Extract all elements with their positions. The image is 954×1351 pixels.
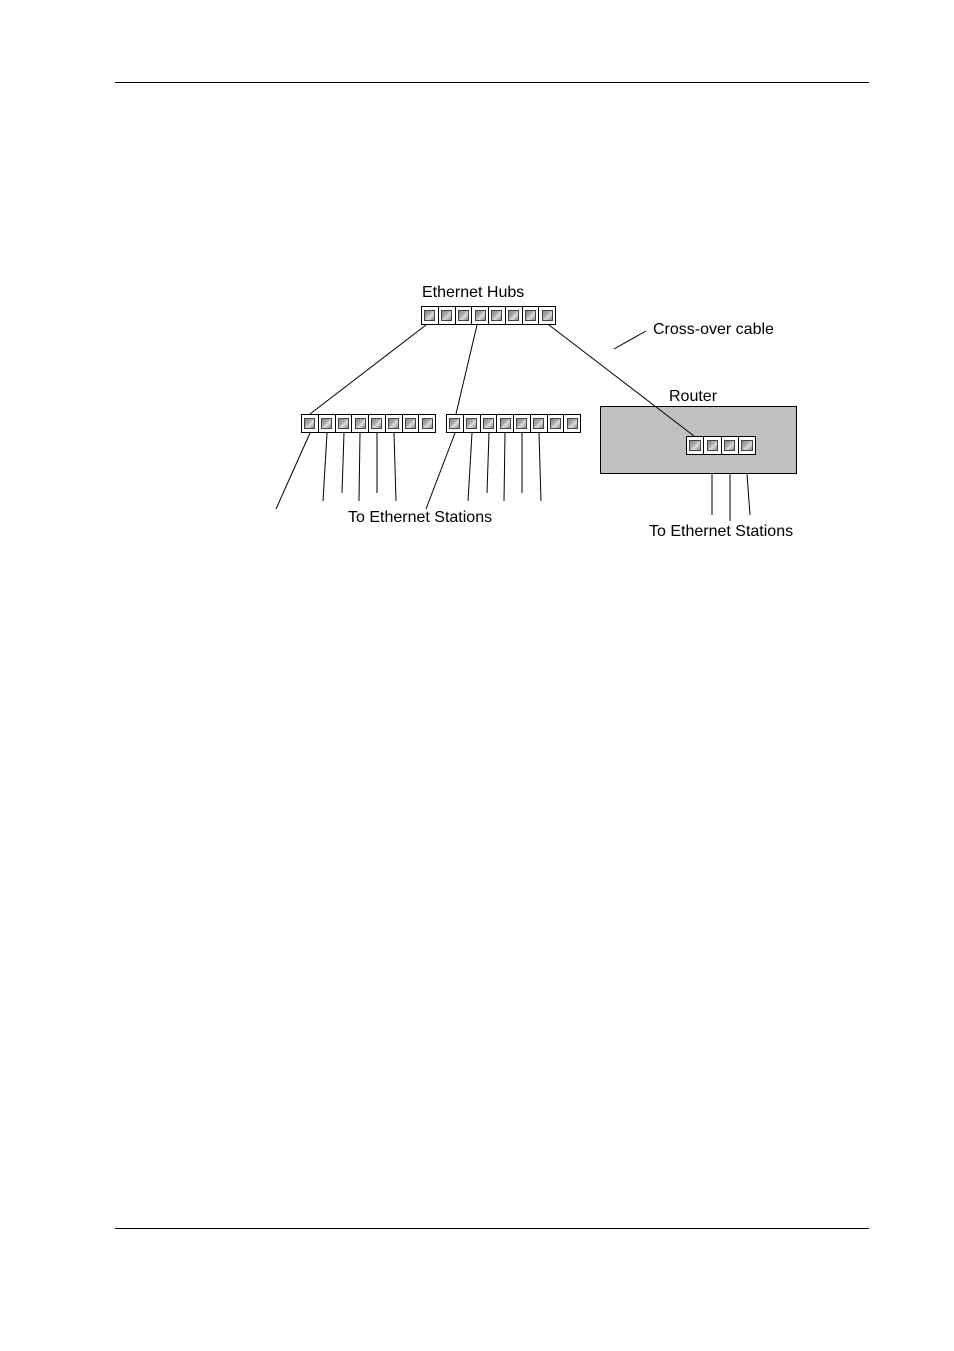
rj45-icon — [525, 310, 536, 322]
ethernet-port — [687, 437, 704, 454]
crossover-cable-label: Cross-over cable — [653, 321, 774, 339]
left-hub — [301, 414, 436, 433]
ethernet-port — [302, 415, 319, 432]
ethernet-port — [514, 415, 531, 432]
ethernet-port — [336, 415, 353, 432]
rj45-icon — [491, 310, 502, 322]
rj45-icon — [689, 440, 700, 452]
rj45-icon — [321, 418, 332, 430]
ethernet-port — [548, 415, 565, 432]
rj45-icon — [500, 418, 511, 430]
ethernet-port — [489, 307, 506, 324]
rj45-icon — [338, 418, 349, 430]
ethernet-port — [539, 307, 555, 324]
ethernet-port — [481, 415, 498, 432]
rj45-icon — [371, 418, 382, 430]
mid-hub — [446, 414, 581, 433]
rj45-icon — [475, 310, 486, 322]
connection-lines — [0, 0, 954, 1351]
ethernet-port — [739, 437, 755, 454]
stations-right-label: To Ethernet Stations — [649, 523, 793, 541]
ethernet-port — [386, 415, 403, 432]
rj45-icon — [424, 310, 435, 322]
rj45-icon — [508, 310, 519, 322]
ethernet-port — [531, 415, 548, 432]
ethernet-port — [447, 415, 464, 432]
ethernet-port — [722, 437, 739, 454]
ethernet-port — [419, 415, 435, 432]
rj45-icon — [458, 310, 469, 322]
ethernet-port — [564, 415, 580, 432]
rj45-icon — [550, 418, 561, 430]
ethernet-port — [456, 307, 473, 324]
header-rule — [115, 82, 869, 83]
rj45-icon — [304, 418, 315, 430]
stations-left-label: To Ethernet Stations — [348, 509, 492, 527]
router-hub — [686, 436, 756, 455]
rj45-icon — [355, 418, 366, 430]
rj45-icon — [405, 418, 416, 430]
rj45-icon — [567, 418, 578, 430]
router-label: Router — [669, 388, 717, 406]
footer-rule — [115, 1228, 869, 1229]
ethernet-port — [497, 415, 514, 432]
rj45-icon — [422, 418, 433, 430]
ethernet-port — [506, 307, 523, 324]
rj45-icon — [466, 418, 477, 430]
ethernet-hubs-label: Ethernet Hubs — [422, 284, 524, 302]
rj45-icon — [741, 440, 752, 452]
rj45-icon — [441, 310, 452, 322]
ethernet-port — [352, 415, 369, 432]
rj45-icon — [533, 418, 544, 430]
rj45-icon — [724, 440, 735, 452]
top-hub — [421, 306, 556, 325]
ethernet-port — [403, 415, 420, 432]
ethernet-port — [704, 437, 721, 454]
ethernet-port — [369, 415, 386, 432]
ethernet-port — [464, 415, 481, 432]
ethernet-port — [439, 307, 456, 324]
rj45-icon — [388, 418, 399, 430]
ethernet-port — [523, 307, 540, 324]
rj45-icon — [516, 418, 527, 430]
rj45-icon — [449, 418, 460, 430]
ethernet-port — [319, 415, 336, 432]
ethernet-port — [472, 307, 489, 324]
rj45-icon — [707, 440, 718, 452]
rj45-icon — [483, 418, 494, 430]
rj45-icon — [542, 310, 553, 322]
ethernet-port — [422, 307, 439, 324]
